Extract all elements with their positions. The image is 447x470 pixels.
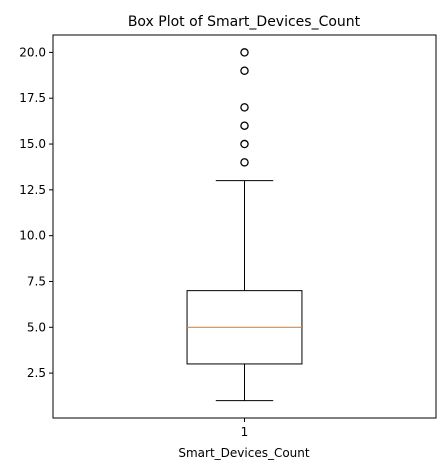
outlier-point bbox=[240, 103, 249, 112]
outlier-point bbox=[240, 66, 249, 75]
x-axis-label: Smart_Devices_Count bbox=[178, 446, 310, 460]
y-tick-label: 2.5 bbox=[27, 366, 46, 380]
x-tick-label: 1 bbox=[241, 425, 249, 439]
outlier-point bbox=[240, 158, 249, 167]
plot-area: 2.5 5.0 7.5 10.0 12.5 15.0 17.5 20.0 1 bbox=[19, 34, 437, 439]
y-tick-label: 10.0 bbox=[19, 229, 46, 243]
y-tick-label: 15.0 bbox=[19, 137, 46, 151]
outlier-point bbox=[240, 121, 249, 130]
y-tick-label: 7.5 bbox=[27, 274, 46, 288]
y-tick-label: 5.0 bbox=[27, 320, 46, 334]
outlier-point bbox=[240, 139, 249, 149]
y-tick-label: 17.5 bbox=[19, 91, 46, 105]
y-tick-label: 20.0 bbox=[19, 45, 46, 59]
chart-title: Box Plot of Smart_Devices_Count bbox=[128, 14, 361, 30]
y-tick-label: 12.5 bbox=[19, 183, 46, 197]
outlier-point bbox=[240, 48, 249, 57]
